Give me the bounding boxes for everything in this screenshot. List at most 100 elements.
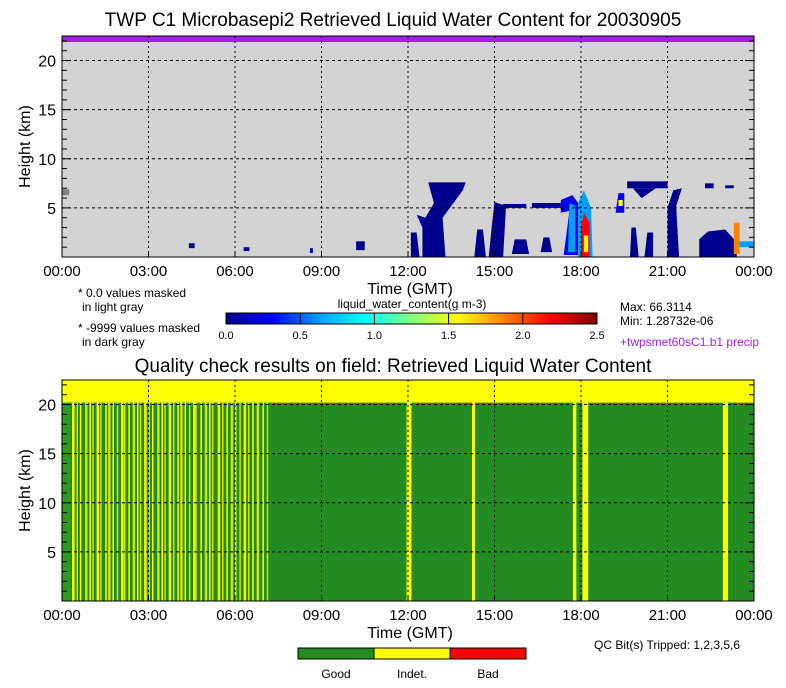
lwc-ytick-label: 15 bbox=[38, 103, 56, 120]
qc-xtick-label: 06:00 bbox=[216, 607, 254, 624]
qc-xtick-label: 03:00 bbox=[130, 607, 168, 624]
qc-xtick-label: 09:00 bbox=[303, 607, 341, 624]
qc-xtick-label: 18:00 bbox=[562, 607, 600, 624]
lwc-ytick-label: 5 bbox=[47, 201, 56, 218]
qc-indeterminate-column bbox=[85, 402, 88, 601]
qc-indeterminate-band bbox=[406, 402, 412, 601]
lwc-frame bbox=[61, 35, 755, 258]
qc-indeterminate-column bbox=[164, 402, 166, 601]
qc-xtick-label: 15:00 bbox=[476, 607, 514, 624]
qc-indeterminate-column bbox=[168, 402, 172, 601]
lwc-cloud-region bbox=[356, 241, 365, 251]
lwc-cloud-region bbox=[540, 237, 553, 253]
qc-indeterminate-column bbox=[247, 402, 250, 601]
qc-xlabel: Time (GMT) bbox=[367, 625, 453, 642]
qc-ytick-label: 15 bbox=[38, 447, 56, 464]
qc-indeterminate-column bbox=[195, 402, 197, 601]
colorbar-tick-label: 2.5 bbox=[589, 330, 604, 342]
colorbar-tick-label: 1.0 bbox=[367, 330, 382, 342]
lwc-cloud-region bbox=[630, 227, 639, 257]
lwc-cloud-region bbox=[410, 232, 420, 257]
lwc-cloud-region bbox=[725, 185, 734, 189]
lwc-cloud-region bbox=[733, 222, 740, 255]
qc-chart-title: Quality check results on field: Retrieve… bbox=[134, 356, 652, 377]
colorbar-tick-label: 0.0 bbox=[218, 330, 233, 342]
qc-indeterminate-column bbox=[144, 402, 147, 601]
min-value: Min: 1.28732e-06 bbox=[620, 314, 714, 328]
qc-indeterminate-column bbox=[139, 402, 142, 601]
note-missing-masked: * -9999 values masked bbox=[78, 321, 201, 335]
qc-indeterminate-column bbox=[184, 402, 187, 601]
lwc-ytick-label: 10 bbox=[38, 152, 56, 169]
qc-indeterminate-column bbox=[222, 402, 224, 601]
lwc-ytick-label: 20 bbox=[38, 54, 56, 71]
qc-indeterminate-band bbox=[472, 402, 475, 601]
precip-flag-bar bbox=[62, 36, 754, 42]
qc-indeterminate-column bbox=[157, 402, 160, 601]
qc-indeterminate-column bbox=[116, 402, 119, 601]
lwc-cloud-region bbox=[474, 229, 486, 257]
lwc-cloud-region bbox=[704, 183, 714, 189]
qc-legend-swatch-indet bbox=[373, 647, 451, 660]
qc-xtick-label: 12:00 bbox=[389, 607, 427, 624]
colorbar bbox=[225, 312, 598, 325]
qc-xtick-label: 00:00 bbox=[43, 607, 81, 624]
qc-indeterminate-column bbox=[173, 402, 175, 601]
lwc-cloud-region bbox=[531, 202, 561, 208]
qc-indeterminate-column bbox=[230, 402, 234, 601]
lwc-ylabel: Height (km) bbox=[17, 105, 34, 188]
colorbar-tick-label: 2.0 bbox=[515, 330, 530, 342]
note-zero-masked-2: in light gray bbox=[82, 300, 144, 314]
qc-indeterminate-column bbox=[108, 402, 111, 601]
lwc-cloud-region bbox=[568, 202, 576, 253]
qc-indeterminate-column bbox=[132, 402, 136, 601]
lwc-cloud-region bbox=[632, 188, 656, 199]
qc-indeterminate-column bbox=[123, 402, 126, 601]
colorbar-tick-label: 0.5 bbox=[293, 330, 308, 342]
qc-indeterminate-column bbox=[252, 402, 254, 601]
qc-ytick-label: 10 bbox=[38, 496, 56, 513]
qc-column bbox=[62, 402, 71, 601]
qc-indeterminate-column bbox=[96, 402, 100, 601]
lwc-xtick-label: 18:00 bbox=[562, 263, 600, 280]
qc-indeterminate-column bbox=[243, 402, 247, 601]
lwc-cloud-region bbox=[739, 241, 754, 248]
qc-indeterminate-column bbox=[200, 402, 202, 601]
qc-legend-label: Indet. bbox=[397, 667, 427, 681]
qc-indeterminate-column bbox=[112, 402, 114, 601]
lwc-xtick-label: 00:00 bbox=[43, 263, 81, 280]
lwc-cloud-region bbox=[699, 229, 737, 257]
lwc-cloud-region bbox=[627, 181, 668, 189]
qc-indeterminate-band bbox=[582, 402, 589, 601]
lwc-cloud-region bbox=[618, 200, 623, 206]
lwc-xtick-label: 00:00 bbox=[735, 263, 773, 280]
qc-indeterminate-column bbox=[217, 402, 221, 601]
qc-bits-tripped: QC Bit(s) Tripped: 1,2,3,5,6 bbox=[594, 638, 741, 652]
qc-indeterminate-column bbox=[121, 402, 124, 601]
qc-indeterminate-column bbox=[256, 402, 260, 601]
top-chart-title: TWP C1 Microbasepi2 Retrieved Liquid Wat… bbox=[104, 10, 682, 31]
note-zero-masked: * 0.0 values masked bbox=[78, 286, 187, 300]
qc-xtick-label: 21:00 bbox=[649, 607, 687, 624]
lwc-cloud-region bbox=[188, 243, 195, 249]
qc-indeterminate-column bbox=[128, 402, 130, 601]
qc-indeterminate-column bbox=[151, 402, 154, 601]
qc-legend-label: Bad bbox=[477, 667, 498, 681]
qc-indeterminate-column bbox=[76, 402, 78, 601]
lwc-xtick-label: 21:00 bbox=[649, 263, 687, 280]
lwc-cloud-region bbox=[644, 232, 654, 257]
qc-ylabel: Height (km) bbox=[17, 449, 34, 532]
qc-indeterminate-column bbox=[235, 402, 237, 601]
qc-xtick-label: 00:00 bbox=[735, 607, 773, 624]
lwc-xtick-label: 03:00 bbox=[130, 263, 168, 280]
qc-indeterminate-column bbox=[239, 402, 241, 601]
qc-indeterminate-column bbox=[204, 402, 208, 601]
qc-indeterminate-column bbox=[79, 402, 82, 601]
note-missing-masked-2: in dark gray bbox=[82, 335, 145, 349]
qc-indeterminate-band bbox=[572, 402, 577, 601]
qc-indeterminate-column bbox=[72, 402, 75, 601]
colorbar-tick-label: 1.5 bbox=[441, 330, 456, 342]
qc-indeterminate-column bbox=[136, 402, 139, 601]
